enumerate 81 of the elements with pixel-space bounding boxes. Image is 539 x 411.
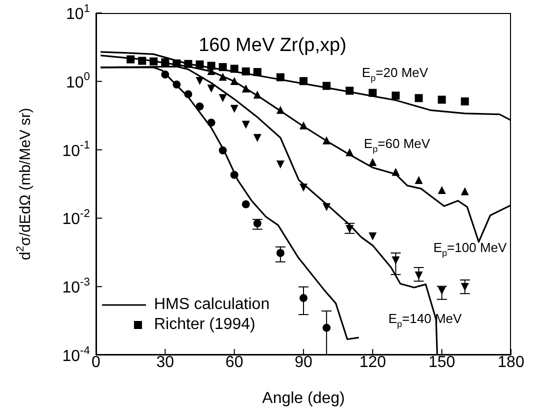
- point: [276, 106, 284, 114]
- point: [322, 82, 331, 90]
- annotation: E$_{p}$=100 MeV: [433, 240, 508, 258]
- point: [414, 176, 423, 184]
- point: [438, 186, 446, 194]
- point: [184, 90, 192, 98]
- point: [184, 60, 192, 68]
- point: [126, 55, 135, 64]
- point: [300, 294, 308, 302]
- y-tick-label: 10$^{1}$: [66, 2, 90, 23]
- point: [438, 96, 446, 104]
- point: [242, 120, 250, 129]
- x-tick-label: 60: [225, 354, 244, 371]
- point: [322, 203, 331, 212]
- point: [207, 62, 216, 70]
- point: [346, 86, 354, 95]
- point: [172, 59, 181, 68]
- point: [438, 286, 446, 295]
- point: [368, 88, 377, 97]
- point: [230, 77, 238, 85]
- x-axis-title: Angle (deg): [262, 390, 345, 407]
- y-tick-label: 10$^{0}$: [66, 71, 90, 92]
- point: [392, 92, 400, 100]
- point: [218, 94, 227, 102]
- point: [253, 68, 262, 76]
- point: [161, 70, 170, 79]
- x-tick-label: 120: [359, 354, 386, 371]
- point: [218, 72, 227, 81]
- annotation: E$_{p}$=60 MeV: [364, 136, 430, 154]
- legend-label: Richter (1994): [154, 315, 256, 335]
- point: [460, 97, 469, 106]
- x-tick-label: 150: [428, 354, 456, 371]
- point: [300, 77, 308, 86]
- point: [346, 148, 354, 156]
- point: [276, 73, 284, 82]
- point: [300, 121, 308, 130]
- point: [276, 160, 284, 169]
- point: [218, 63, 227, 72]
- point: [230, 170, 238, 179]
- point: [322, 136, 331, 144]
- point: [460, 283, 469, 292]
- text: 160 MeV Zr(p,xp): [198, 35, 346, 56]
- point: [414, 94, 423, 102]
- point: [242, 200, 250, 208]
- point: [392, 256, 400, 264]
- point: [196, 102, 204, 110]
- point: [460, 187, 469, 196]
- point: [253, 134, 262, 142]
- point: [230, 64, 238, 73]
- x-tick-label: 90: [294, 354, 312, 371]
- point: [196, 60, 204, 68]
- point: [150, 57, 158, 66]
- point: [230, 104, 238, 113]
- annotation: E$_{p}$=20 MeV: [362, 65, 428, 83]
- point: [207, 84, 216, 93]
- point: [253, 90, 262, 99]
- y-tick-label: 10$^{-3}$: [62, 276, 90, 297]
- annotation: E$_{p}$=140 MeV: [388, 311, 462, 329]
- point: [300, 184, 308, 192]
- point: [322, 324, 331, 332]
- legend-label: HMS calculation: [154, 295, 270, 315]
- x-tick-label: 0: [92, 354, 101, 371]
- point: [196, 76, 204, 85]
- point: [242, 67, 250, 76]
- x-tick-label: 180: [498, 354, 524, 371]
- point: [161, 58, 170, 66]
- point: [414, 272, 423, 280]
- y-tick-label: 10$^{-4}$: [62, 344, 90, 365]
- x-tick-label: 30: [156, 354, 174, 371]
- point: [368, 232, 377, 240]
- point: [207, 118, 216, 127]
- point: [392, 168, 400, 176]
- point: [276, 248, 284, 257]
- point: [253, 219, 262, 228]
- y-tick-label: 10$^{-1}$: [62, 140, 90, 160]
- point: [368, 158, 377, 166]
- point: [172, 80, 181, 89]
- point: [242, 84, 250, 93]
- point: [218, 146, 227, 154]
- point: [138, 56, 146, 65]
- y-tick-label: 10$^{-2}$: [62, 208, 90, 228]
